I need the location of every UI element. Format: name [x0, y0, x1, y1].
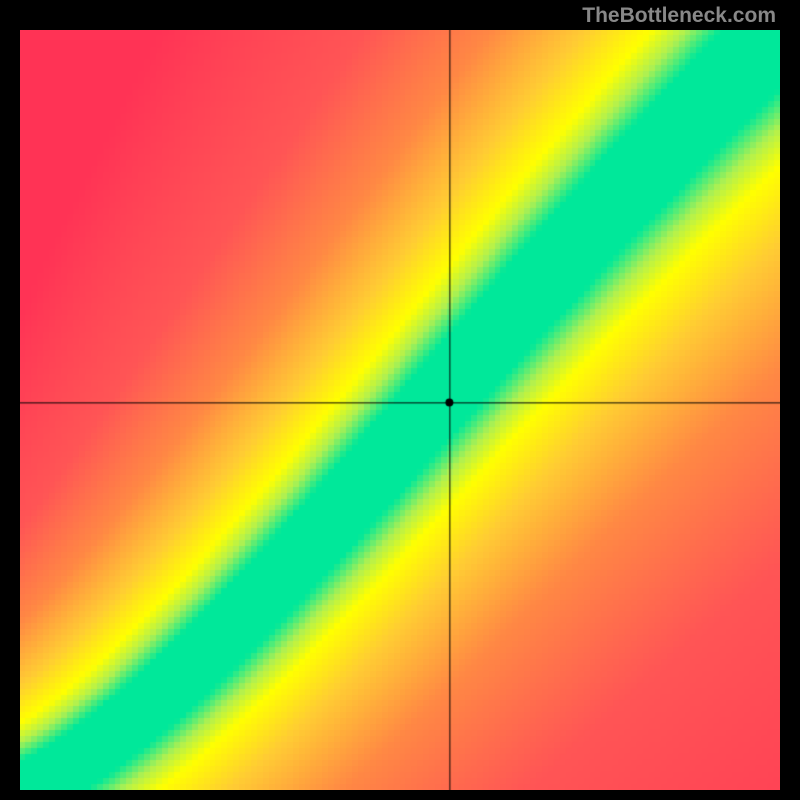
watermark-text: TheBottleneck.com [582, 4, 776, 28]
heatmap-chart [20, 30, 780, 790]
crosshair-overlay [20, 30, 780, 790]
chart-container: TheBottleneck.com [0, 0, 800, 800]
